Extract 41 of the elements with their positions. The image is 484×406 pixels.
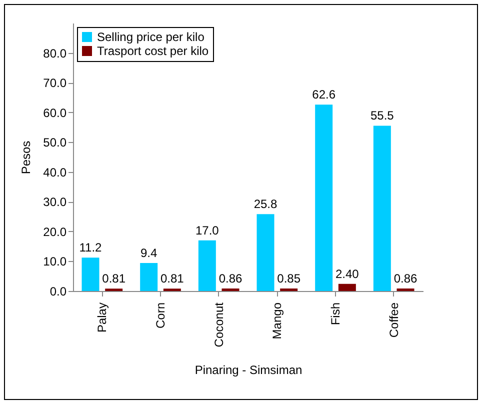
- y-tick-label: 20.0: [43, 224, 67, 239]
- y-tick-label: 0.0: [50, 284, 67, 298]
- data-label: 0.85: [277, 271, 301, 286]
- bar: [222, 288, 240, 291]
- bar: [315, 104, 333, 291]
- bar: [198, 240, 216, 291]
- y-axis-title: Pesos: [19, 140, 34, 174]
- bar: [280, 288, 298, 291]
- x-tick-label: Coconut: [212, 302, 226, 348]
- data-label: 0.81: [102, 272, 126, 286]
- data-label: 0.86: [218, 271, 242, 286]
- data-label: 0.81: [160, 272, 184, 286]
- x-axis-title: Pinaring - Simsiman: [194, 363, 302, 378]
- y-tick-label: 40.0: [43, 165, 67, 180]
- y-tick-label: 10.0: [43, 254, 67, 269]
- y-tick-label: 30.0: [43, 195, 67, 210]
- bar: [338, 284, 356, 291]
- x-tick-label: Mango: [270, 302, 284, 340]
- data-label: 17.0: [195, 223, 220, 238]
- data-label: 62.6: [312, 88, 336, 102]
- legend-label: Trasport cost per kilo: [97, 44, 209, 58]
- bar: [140, 263, 158, 291]
- data-label: 2.40: [335, 266, 360, 281]
- y-tick-label: 70.0: [43, 76, 67, 90]
- bar: [82, 258, 100, 291]
- bar: [396, 288, 414, 291]
- data-label: 25.8: [254, 197, 278, 212]
- data-label: 11.2: [79, 240, 102, 255]
- x-tick-label: Palay: [95, 302, 110, 333]
- x-tick-label: Fish: [328, 302, 342, 326]
- x-tick-label: Coffee: [386, 302, 401, 338]
- data-label: 0.86: [394, 271, 418, 286]
- y-tick-label: 50.0: [43, 136, 67, 150]
- x-tick-label: Corn: [154, 302, 168, 329]
- bar: [373, 126, 391, 291]
- y-tick-label: 80.0: [43, 46, 67, 60]
- data-label: 9.4: [140, 246, 158, 260]
- legend-label: Selling price per kilo: [97, 30, 205, 44]
- data-label: 55.5: [370, 108, 394, 123]
- y-tick-label: 60.0: [43, 106, 67, 120]
- bar: [256, 214, 274, 291]
